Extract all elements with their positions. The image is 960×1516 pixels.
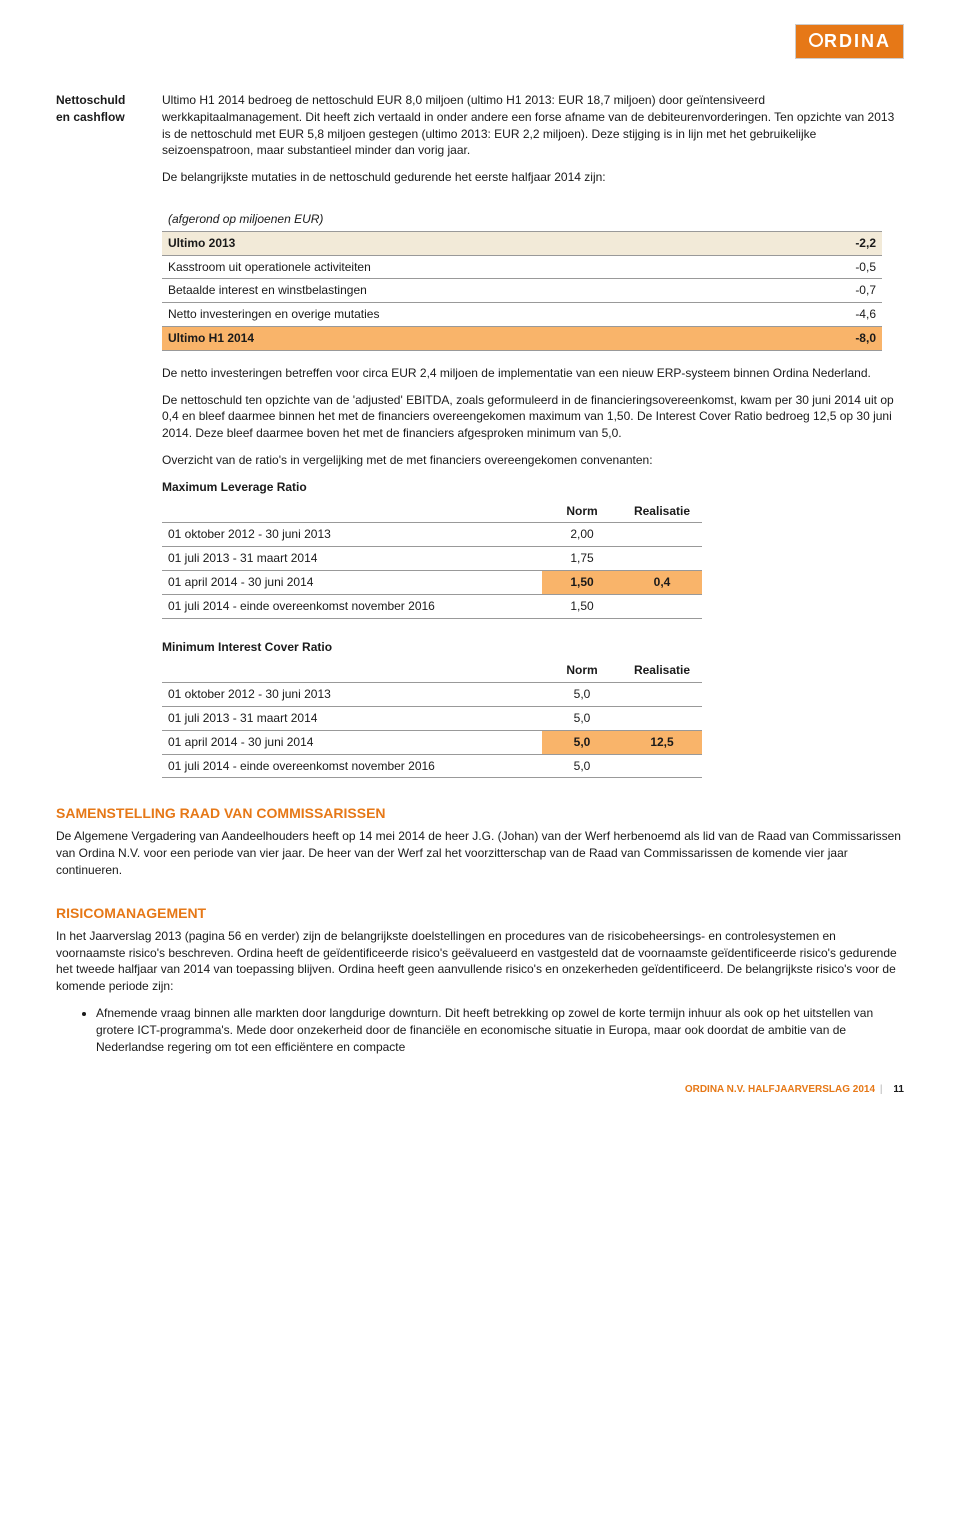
table-row: Betaalde interest en winstbelastingen-0,… (162, 279, 882, 303)
ratio-real (622, 523, 702, 547)
icr-title: Minimum Interest Cover Ratio (162, 639, 904, 656)
ratio-real: 12,5 (622, 730, 702, 754)
leverage-table: Norm Realisatie 01 oktober 2012 - 30 jun… (162, 500, 702, 619)
ratio-norm: 1,50 (542, 570, 622, 594)
leverage-title: Maximum Leverage Ratio (162, 479, 904, 496)
sidebar-label: Nettoschuld en cashflow (56, 92, 146, 196)
icr-head-norm: Norm (542, 659, 622, 682)
table-row: 01 juli 2013 - 31 maart 20145,0 (162, 706, 702, 730)
leverage-head-real: Realisatie (622, 500, 702, 523)
table-row: 01 april 2014 - 30 juni 20145,012,5 (162, 730, 702, 754)
brand-logo: RDINA (795, 24, 904, 59)
mut-label: Netto investeringen en overige mutaties (162, 303, 812, 327)
ratio-norm: 5,0 (542, 730, 622, 754)
footer-page: 11 (893, 1084, 904, 1095)
table-row: 01 juli 2014 - einde overeenkomst novemb… (162, 594, 702, 618)
ratio-norm: 5,0 (542, 683, 622, 707)
ratio-real: 0,4 (622, 570, 702, 594)
ratio-norm: 1,75 (542, 547, 622, 571)
ratio-label: 01 juli 2013 - 31 maart 2014 (162, 547, 542, 571)
sidebar-label-line1: Nettoschuld (56, 92, 146, 109)
mut-value: -8,0 (812, 326, 882, 350)
ratio-real (622, 706, 702, 730)
sidebar-label-line2: en cashflow (56, 109, 146, 126)
mut-value: -0,7 (812, 279, 882, 303)
risk-text: In het Jaarverslag 2013 (pagina 56 en ve… (56, 928, 904, 995)
table-row: Ultimo 2013-2,2 (162, 231, 882, 255)
mut-label: Ultimo 2013 (162, 231, 812, 255)
footer-text: ORDINA N.V. HALFJAARVERSLAG 2014 (685, 1084, 875, 1095)
ratio-norm: 5,0 (542, 754, 622, 778)
mut-value: -2,2 (812, 231, 882, 255)
mutations-caption: (afgerond op miljoenen EUR) (162, 208, 882, 231)
table-row: 01 oktober 2012 - 30 juni 20132,00 (162, 523, 702, 547)
ratio-norm: 5,0 (542, 706, 622, 730)
ratio-label: 01 oktober 2012 - 30 juni 2013 (162, 683, 542, 707)
rvc-heading: SAMENSTELLING RAAD VAN COMMISSARISSEN (56, 804, 904, 824)
table-row: Netto investeringen en overige mutaties-… (162, 303, 882, 327)
after-mut-p2: De nettoschuld ten opzichte van de 'adju… (162, 392, 904, 442)
intro-text: Ultimo H1 2014 bedroeg de nettoschuld EU… (162, 92, 904, 196)
mut-label: Ultimo H1 2014 (162, 326, 812, 350)
ratio-norm: 1,50 (542, 594, 622, 618)
intro-block: Nettoschuld en cashflow Ultimo H1 2014 b… (56, 92, 904, 196)
mutations-table: (afgerond op miljoenen EUR) Ultimo 2013-… (162, 208, 882, 351)
leverage-head-norm: Norm (542, 500, 622, 523)
ratio-norm: 2,00 (542, 523, 622, 547)
mut-value: -4,6 (812, 303, 882, 327)
icr-table: Norm Realisatie 01 oktober 2012 - 30 jun… (162, 659, 702, 778)
ratio-label: 01 juli 2013 - 31 maart 2014 (162, 706, 542, 730)
table-row: Kasstroom uit operationele activiteiten-… (162, 255, 882, 279)
ratio-label: 01 juli 2014 - einde overeenkomst novemb… (162, 594, 542, 618)
brand-logo-text: RDINA (795, 24, 904, 59)
ratio-label: 01 oktober 2012 - 30 juni 2013 (162, 523, 542, 547)
table-row: 01 juli 2014 - einde overeenkomst novemb… (162, 754, 702, 778)
ratio-real (622, 547, 702, 571)
page-footer: ORDINA N.V. HALFJAARVERSLAG 2014 | 11 (56, 1083, 904, 1097)
table-row: 01 april 2014 - 30 juni 20141,500,4 (162, 570, 702, 594)
risk-bullets: Afnemende vraag binnen alle markten door… (96, 1005, 904, 1055)
intro-p2: De belangrijkste mutaties in de nettosch… (162, 169, 904, 186)
mut-label: Betaalde interest en winstbelastingen (162, 279, 812, 303)
ratio-label: 01 april 2014 - 30 juni 2014 (162, 730, 542, 754)
risk-bullet-1: Afnemende vraag binnen alle markten door… (96, 1005, 904, 1055)
ratio-label: 01 april 2014 - 30 juni 2014 (162, 570, 542, 594)
ratio-real (622, 754, 702, 778)
mut-label: Kasstroom uit operationele activiteiten (162, 255, 812, 279)
after-mut-p1: De netto investeringen betreffen voor ci… (162, 365, 904, 382)
table-row: 01 juli 2013 - 31 maart 20141,75 (162, 547, 702, 571)
ratio-real (622, 594, 702, 618)
risk-heading: RISICOMANAGEMENT (56, 904, 904, 924)
table-row: 01 oktober 2012 - 30 juni 20135,0 (162, 683, 702, 707)
intro-p1: Ultimo H1 2014 bedroeg de nettoschuld EU… (162, 92, 904, 159)
after-mut-p3: Overzicht van de ratio's in vergelijking… (162, 452, 904, 469)
ratio-label: 01 juli 2014 - einde overeenkomst novemb… (162, 754, 542, 778)
table-row: Ultimo H1 2014-8,0 (162, 326, 882, 350)
icr-head-real: Realisatie (622, 659, 702, 682)
mut-value: -0,5 (812, 255, 882, 279)
rvc-text: De Algemene Vergadering van Aandeelhoude… (56, 828, 904, 878)
ratio-real (622, 683, 702, 707)
